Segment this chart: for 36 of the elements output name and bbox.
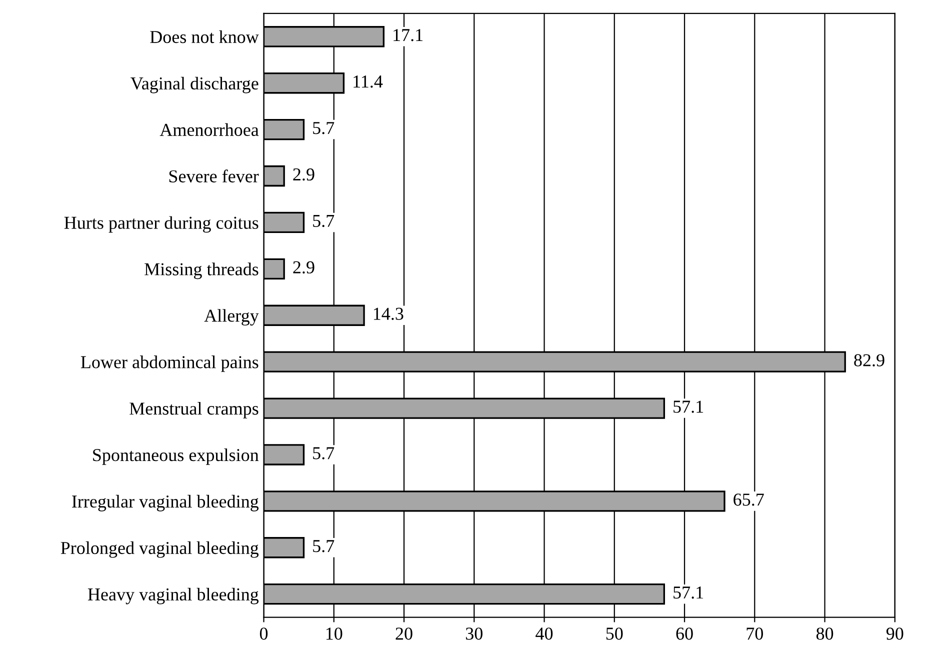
x-tick-label: 50 (606, 628, 623, 640)
data-label: 65.7 (734, 494, 764, 506)
y-tick-label: Amenorrhoea (160, 123, 259, 136)
y-tick-label: Irregular vaginal bleeding (72, 494, 259, 512)
x-tick-label: 40 (536, 628, 553, 640)
y-tick-label: Lower abdomincal pains (80, 356, 258, 372)
data-label: 5.7 (313, 540, 334, 552)
x-tick-label: 70 (746, 628, 763, 640)
y-tick-label: Spontaneous expulsion (93, 448, 259, 465)
data-label: 14.3 (374, 308, 404, 320)
x-tick-label: 60 (676, 628, 693, 640)
y-tick-label: Menstrual cramps (130, 402, 258, 418)
y-tick-label: Allergy (204, 309, 259, 326)
y-tick-label: Missing threads (144, 262, 258, 280)
x-tick-label: 80 (816, 628, 834, 640)
y-tick-label: Severe fever (169, 170, 259, 182)
x-tick-label: 0 (260, 628, 268, 640)
data-label: 17.1 (394, 29, 423, 42)
y-tick-label: Does not know (150, 30, 259, 44)
data-label: 57.1 (674, 586, 704, 599)
data-label: 5.7 (313, 214, 334, 228)
data-label: 82.9 (854, 354, 884, 366)
y-tick-label: Vaginal discharge (130, 76, 258, 94)
data-label: 5.7 (313, 122, 334, 134)
y-tick-label: Prolonged vaginal bleeding (60, 541, 259, 558)
data-label: 5.7 (313, 447, 334, 460)
data-label: 2.9 (293, 261, 314, 274)
data-label: 57.1 (674, 400, 704, 413)
data-label: 11.4 (354, 76, 383, 88)
x-tick-label: 90 (886, 628, 904, 640)
x-tick-label: 20 (396, 628, 412, 640)
x-tick-label: 10 (326, 628, 342, 640)
y-tick-label: Hurts partner during coitus (64, 216, 258, 233)
data-label: 2.9 (293, 168, 314, 181)
x-tick-label: 30 (466, 628, 482, 640)
y-tick-label: Heavy vaginal bleeding (88, 588, 259, 604)
